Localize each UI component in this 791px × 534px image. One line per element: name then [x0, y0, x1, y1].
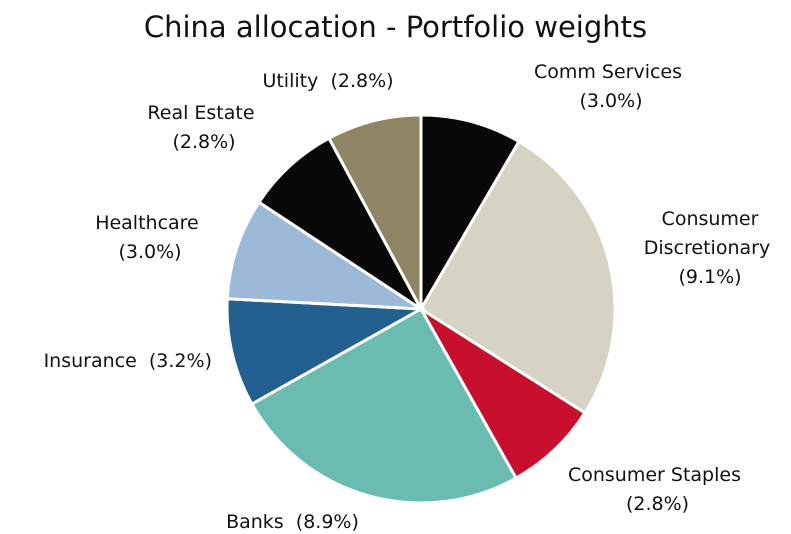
slice-label: Insurance (3.2%) — [0, 347, 212, 376]
value-label: (2.8%) — [625, 493, 690, 515]
category-name: Consumer Staples — [567, 464, 741, 486]
slice-label: Consumer Discretionary (9.1%) — [620, 205, 791, 292]
pie-slice — [249, 306, 519, 505]
value-label: (2.8%) — [330, 70, 394, 92]
pie-slice — [418, 139, 617, 415]
value-label: (3.0%) — [118, 241, 182, 263]
value-label: (3.0%) — [579, 90, 643, 112]
pie-slice — [419, 113, 522, 315]
value-label: (8.9%) — [295, 511, 359, 533]
category-name: Real Estate — [147, 102, 255, 124]
value-label: (2.8%) — [172, 131, 236, 153]
category-name: Healthcare — [95, 212, 199, 234]
pie-slice — [225, 297, 427, 407]
slice-label: Consumer Staples (2.8%) — [565, 461, 750, 519]
category-name: Banks — [226, 511, 284, 533]
category-name: Comm Services — [533, 61, 683, 83]
pie-slice — [256, 136, 423, 311]
slice-label: Real Estate (2.8%) — [104, 99, 304, 157]
slice-label: Healthcare (3.0%) — [50, 209, 250, 267]
pie-slice — [419, 307, 587, 481]
category-name: Insurance — [43, 350, 137, 372]
category-name: Consumer Discretionary — [643, 208, 771, 259]
slice-label: Comm Services (3.0%) — [511, 58, 711, 116]
pie-slice — [225, 200, 427, 311]
slice-label: Banks (8.9%) — [150, 508, 435, 534]
value-label: (9.1%) — [678, 266, 742, 288]
pie-slice — [326, 113, 423, 310]
slice-label: Utility (2.8%) — [228, 67, 428, 96]
value-label: (3.2%) — [148, 350, 212, 372]
category-name: Utility — [262, 70, 319, 92]
chart-title: China allocation - Portfolio weights — [143, 10, 648, 44]
